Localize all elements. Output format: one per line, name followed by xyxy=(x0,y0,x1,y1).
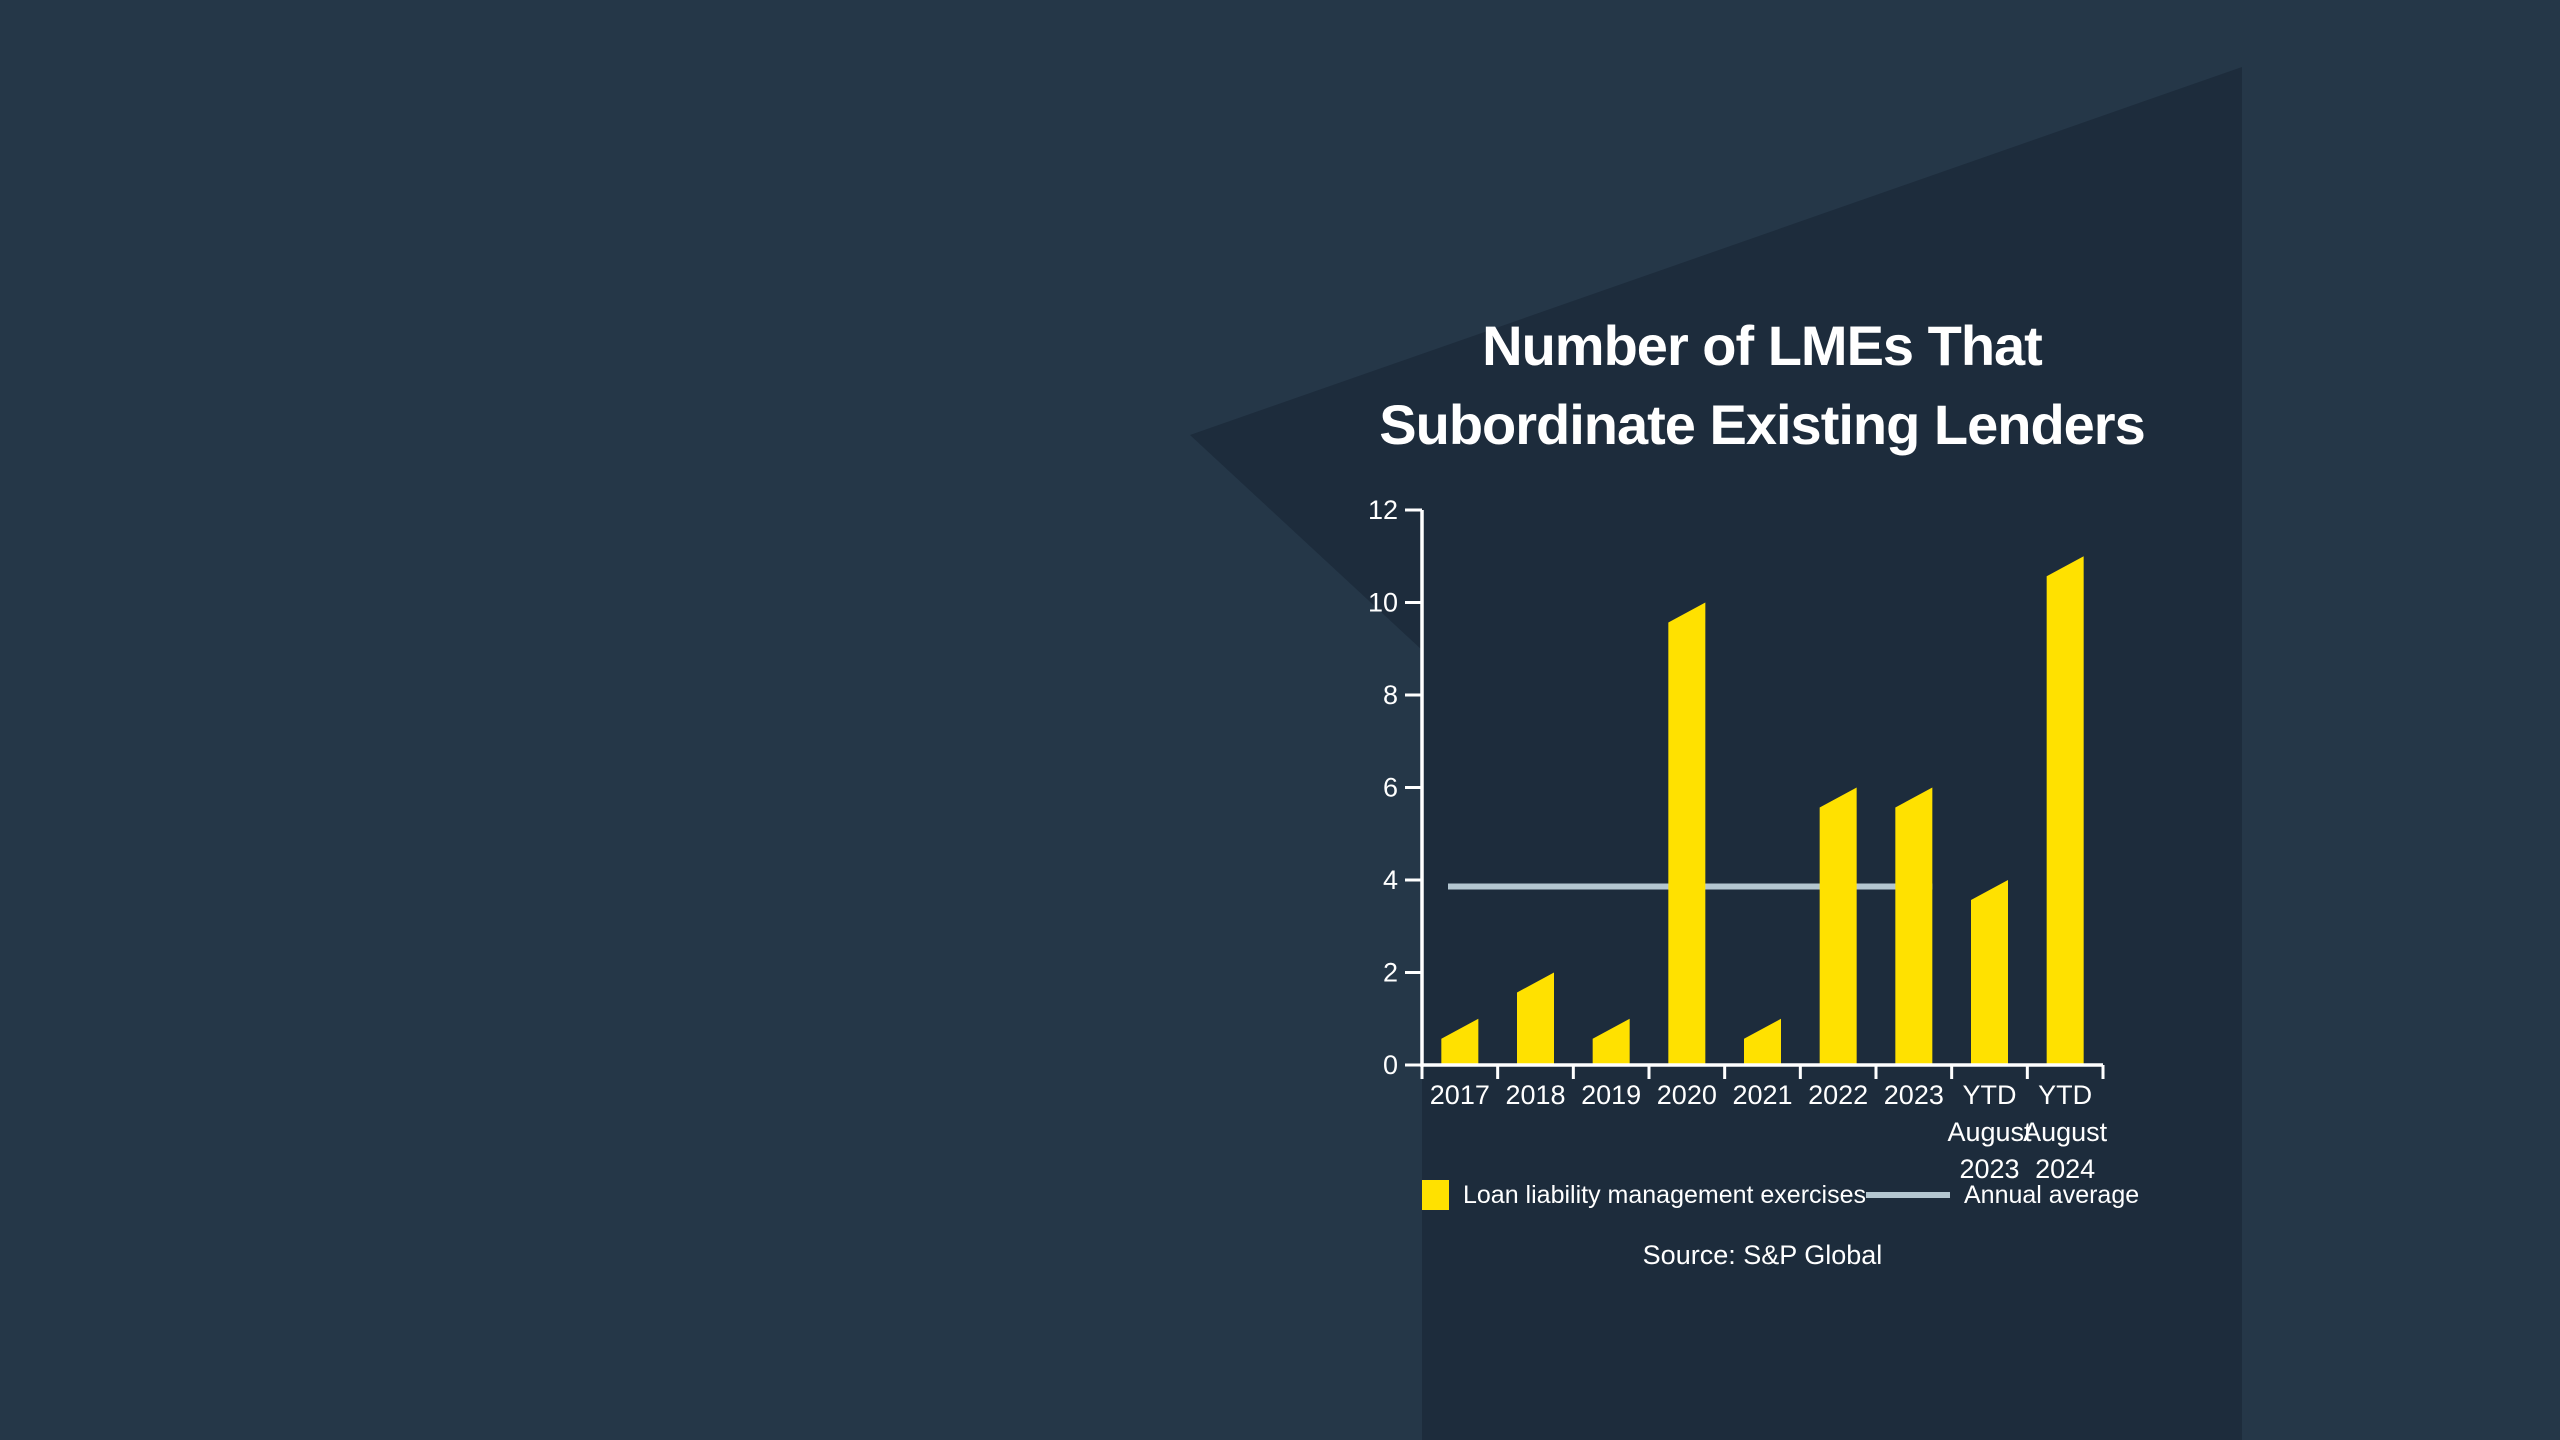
source-attribution: Source: S&P Global xyxy=(1642,1240,1883,1270)
y-tick-label-8: 8 xyxy=(1383,680,1398,710)
legend-average-label: Annual average xyxy=(1964,1180,2140,1209)
bar-2022 xyxy=(1819,787,1857,1065)
y-tick-label-0: 0 xyxy=(1383,1050,1398,1080)
bar-2017 xyxy=(1441,1018,1479,1065)
bar-2019 xyxy=(1592,1018,1630,1065)
x-label-ytd-august-2024-line1: YTD xyxy=(2038,1080,2092,1110)
y-tick-label-2: 2 xyxy=(1383,958,1398,988)
legend-bar-label: Loan liability management exercises xyxy=(1463,1180,1866,1209)
x-label-2019: 2019 xyxy=(1581,1080,1641,1110)
y-tick-label-10: 10 xyxy=(1368,588,1398,618)
x-label-2021: 2021 xyxy=(1732,1080,1792,1110)
x-label-2023: 2023 xyxy=(1884,1080,1944,1110)
chart-title-line2: Subordinate Existing Lenders xyxy=(1379,393,2145,456)
x-label-ytd-august-2023-line1: YTD xyxy=(1963,1080,2017,1110)
bar-2023 xyxy=(1895,787,1933,1065)
x-label-2022: 2022 xyxy=(1808,1080,1868,1110)
y-tick-label-12: 12 xyxy=(1368,495,1398,525)
x-label-2020: 2020 xyxy=(1657,1080,1717,1110)
bar-2018 xyxy=(1517,972,1554,1065)
x-label-2018: 2018 xyxy=(1505,1080,1565,1110)
x-label-2017: 2017 xyxy=(1430,1080,1490,1110)
bar-ytd-august-2023 xyxy=(1971,880,2008,1065)
bar-2021 xyxy=(1744,1018,1781,1065)
chart-title: Number of LMEs That Subordinate Existing… xyxy=(1162,306,2362,464)
bar-2020 xyxy=(1668,602,1706,1065)
y-tick-label-6: 6 xyxy=(1383,773,1398,803)
legend-average-line-icon xyxy=(1866,1192,1950,1198)
x-label-ytd-august-2024-line2: August xyxy=(2023,1117,2108,1147)
x-label-ytd-august-2024-line3: 2024 xyxy=(2035,1154,2095,1184)
legend-bars-entry: Loan liability management exercises xyxy=(1422,1180,1866,1210)
legend-bar-swatch-icon xyxy=(1422,1180,1449,1210)
chart-legend: Loan liability management exercises Annu… xyxy=(1422,1174,2139,1216)
y-tick-label-4: 4 xyxy=(1383,865,1398,895)
x-label-ytd-august-2023-line2: August xyxy=(1947,1117,2032,1147)
chart-title-line1: Number of LMEs That xyxy=(1482,314,2043,377)
legend-average-entry: Annual average xyxy=(1866,1181,2139,1210)
x-label-ytd-august-2023-line3: 2023 xyxy=(1959,1154,2019,1184)
bar-ytd-august-2024 xyxy=(2046,556,2084,1065)
